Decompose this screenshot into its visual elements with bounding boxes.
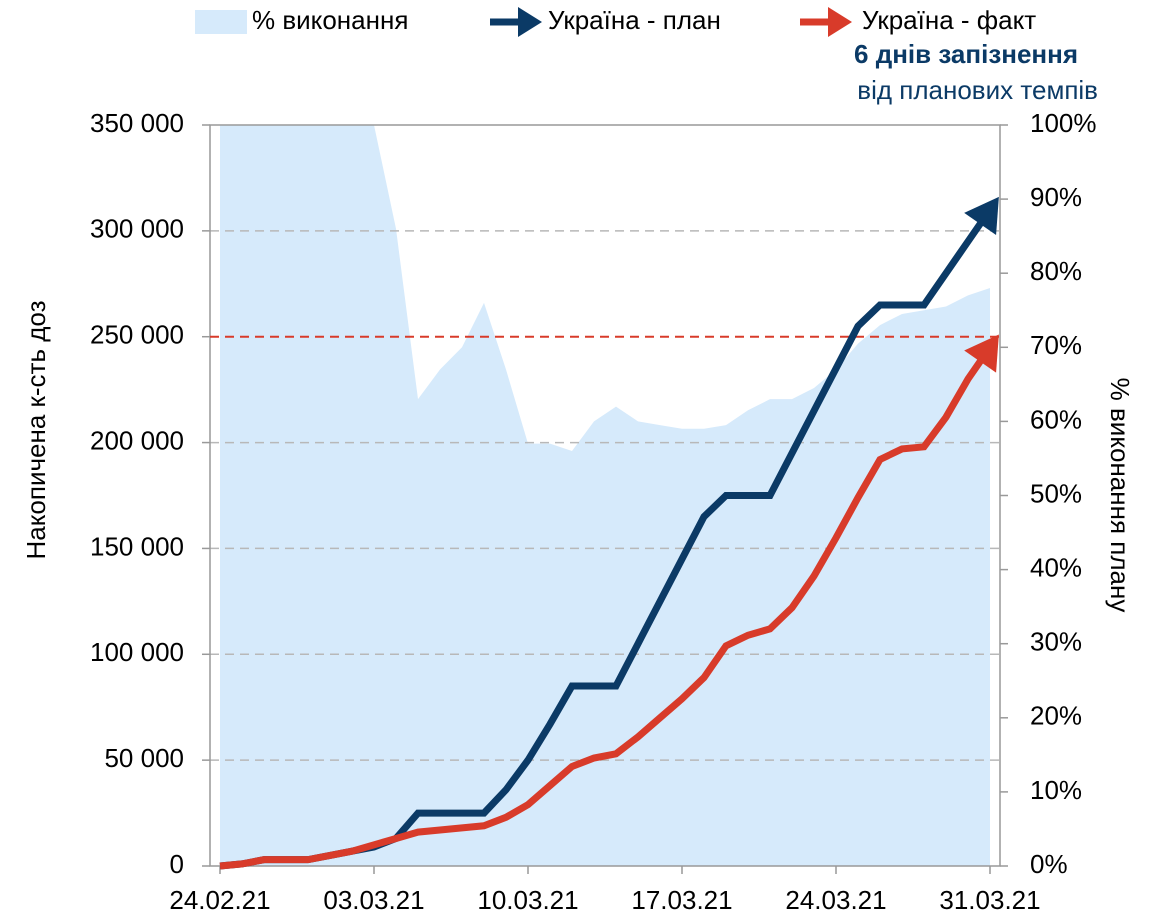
annotation: від планових темпів	[857, 75, 1098, 105]
y-tick-label: 250 000	[90, 320, 184, 350]
legend-arrow	[828, 7, 852, 37]
y2-tick-label: 50%	[1030, 478, 1082, 508]
y2-tick-label: 20%	[1030, 701, 1082, 731]
y2-tick-label: 30%	[1030, 627, 1082, 657]
y2-tick-label: 0%	[1030, 849, 1068, 879]
legend-arrow	[518, 7, 542, 37]
x-tick-label: 10.03.21	[477, 885, 578, 915]
y-tick-label: 300 000	[90, 214, 184, 244]
line	[219, 345, 993, 870]
x-tick-label: 17.03.21	[631, 885, 732, 915]
legend-label: Україна - план	[548, 5, 721, 35]
y-tick-label: 50 000	[104, 743, 184, 773]
legend-swatch	[195, 10, 247, 34]
y2-tick-label: 70%	[1030, 330, 1082, 360]
x-tick-label: 24.03.21	[785, 885, 886, 915]
x-tick-label: 31.03.21	[939, 885, 1040, 915]
annotation: 6 днів запізнення	[854, 39, 1078, 69]
plot-frame	[209, 124, 1001, 867]
legend-label: Україна - факт	[862, 5, 1036, 35]
y2-tick-label: 90%	[1030, 182, 1082, 212]
y2-tick-label: 100%	[1030, 108, 1097, 138]
y-tick-label: 200 000	[90, 425, 184, 455]
y2-tick-label: 60%	[1030, 404, 1082, 434]
y2-axis-label: % виконання плану	[1105, 378, 1135, 613]
y-tick-label: 350 000	[90, 108, 184, 138]
x-tick-label: 03.03.21	[323, 885, 424, 915]
area	[220, 125, 990, 866]
y-tick-label: 0	[170, 849, 184, 879]
y2-tick-label: 10%	[1030, 775, 1082, 805]
y-tick-label: 150 000	[90, 531, 184, 561]
arrow-head	[964, 334, 999, 373]
y-tick-label: 100 000	[90, 637, 184, 667]
x-tick-label: 24.02.21	[169, 885, 270, 915]
arrow-head	[964, 196, 999, 235]
y2-tick-label: 80%	[1030, 256, 1082, 286]
legend-label: % виконання	[252, 5, 408, 35]
y2-tick-label: 40%	[1030, 552, 1082, 582]
y-axis-label: Накопичена к-сть доз	[21, 301, 51, 560]
